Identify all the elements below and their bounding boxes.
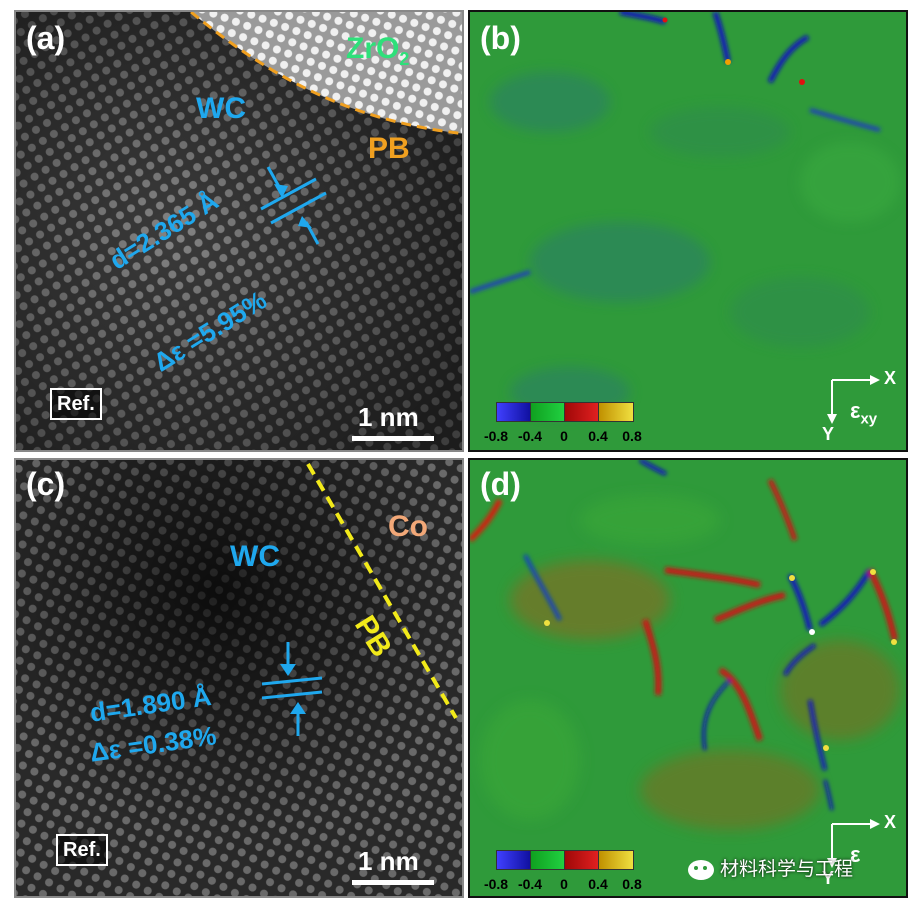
panel-b-strain-map: (b) -0.8 -0.4 0 0.4 0.8 X Y εxy: [468, 10, 908, 452]
axes-indicator-d: [827, 819, 880, 868]
axis-x-label-d: X: [884, 812, 897, 832]
hrtem-image-a: [16, 12, 462, 450]
phase-label-co: Co: [388, 510, 428, 543]
phase-boundary-line-a: [190, 12, 462, 136]
boundary-label-a: PB: [368, 132, 410, 165]
colorbar-d: [496, 850, 634, 870]
panel-label-a: (a): [26, 20, 66, 56]
panel-label-b: (b): [480, 20, 521, 56]
tick: 0.8: [622, 428, 642, 444]
wechat-watermark: 材料科学与工程: [688, 854, 853, 881]
tick: -0.4: [517, 428, 543, 444]
scale-bar-c: [352, 880, 434, 885]
lattice-spacing-marker-a: [260, 166, 327, 245]
panel-c-hrtem: (c) Co WC PB d=1.890 Å Δε =0.38% Ref. 1 …: [14, 458, 464, 898]
wechat-icon: [688, 859, 714, 880]
watermark-text: 材料科学与工程: [720, 859, 854, 880]
tick: 0: [560, 428, 568, 444]
axis-x-label-b: X: [884, 368, 897, 388]
tick: 0: [560, 876, 568, 892]
tick: -0.4: [517, 876, 543, 892]
scale-label-c: 1 nm: [358, 846, 419, 876]
strain-component-label-b: εxy: [850, 398, 878, 428]
panel-a-hrtem: (a) ZrO2 WC PB d=2.365 Å Δε =5.95% Ref. …: [14, 10, 464, 452]
phase-boundary-line-c: [306, 462, 458, 720]
axes-indicator-b: [827, 375, 880, 424]
tick: 0.4: [588, 876, 608, 892]
phase-label-wc-c: WC: [230, 540, 280, 573]
phase-label-zro2: ZrO2: [346, 32, 410, 69]
scale-label-a: 1 nm: [358, 402, 419, 432]
panel-label-c: (c): [26, 466, 66, 502]
scale-bar-a: [352, 436, 434, 441]
lattice-spacing-marker-c: [261, 642, 323, 736]
phase-label-wc-a: WC: [196, 92, 246, 125]
tick: -0.8: [483, 428, 509, 444]
strain-component-label-d: ε: [850, 842, 861, 867]
tick: 0.4: [588, 428, 608, 444]
panel-d-strain-map: (d) -0.8 -0.4 0 0.4 0.8 X Y ε 材料科学与工程: [468, 458, 908, 898]
tick: -0.8: [483, 876, 509, 892]
colorbar-b: [496, 402, 634, 422]
axis-y-label-d: Y: [822, 868, 835, 888]
strain-map-d: [470, 460, 906, 896]
hrtem-image-c: [16, 460, 462, 896]
tick: 0.8: [622, 876, 642, 892]
axis-y-label-b: Y: [822, 424, 835, 444]
panel-label-d: (d): [480, 466, 521, 502]
reference-box-a: Ref.: [50, 388, 102, 420]
reference-box-c: Ref.: [56, 834, 108, 866]
